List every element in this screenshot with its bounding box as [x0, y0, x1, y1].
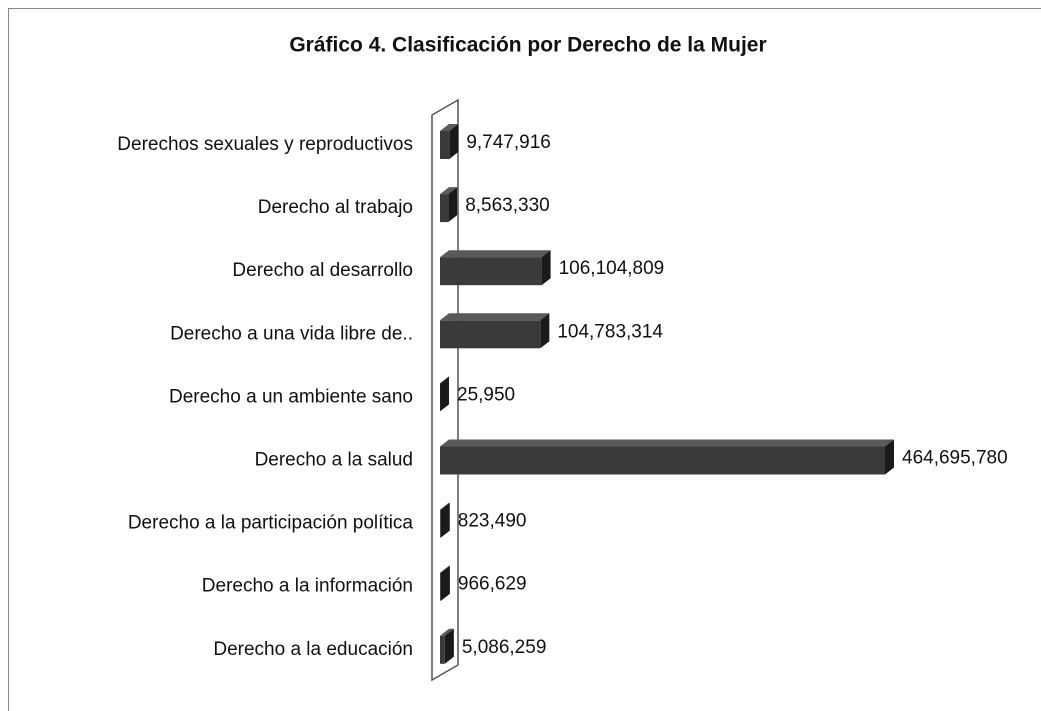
y-tick-label: Derecho a una vida libre de..	[170, 323, 413, 344]
bar	[440, 257, 542, 286]
data-label: 25,950	[457, 384, 515, 405]
bar-side	[440, 565, 450, 601]
bar	[440, 635, 445, 664]
bar-side	[540, 313, 550, 349]
bar-side	[444, 628, 454, 664]
data-label: 104,783,314	[557, 321, 663, 342]
bar-top	[440, 376, 450, 384]
bar-side	[448, 187, 458, 223]
bar	[440, 320, 541, 349]
bar-top	[440, 313, 550, 321]
bar-top	[440, 250, 551, 258]
bar-side	[541, 250, 551, 286]
y-tick-label: Derecho al desarrollo	[232, 260, 413, 281]
y-tick-label: Derecho a la participación política	[128, 513, 414, 534]
y-tick-label: Derecho a la salud	[255, 450, 413, 471]
data-label: 464,695,780	[902, 448, 1008, 469]
bar	[440, 446, 885, 475]
bar-top	[440, 187, 458, 195]
y-tick-label: Derecho a un ambiente sano	[169, 386, 413, 407]
bar-top	[440, 502, 450, 510]
y-tick-label: Derecho al trabajo	[258, 197, 413, 218]
data-label: 8,563,330	[465, 195, 550, 216]
chart-title: Gráfico 4. Clasificación por Derecho de …	[289, 34, 766, 57]
data-label: 823,490	[458, 511, 527, 532]
bar-side	[885, 439, 894, 475]
bar	[440, 572, 441, 601]
data-label: 966,629	[458, 574, 527, 595]
bar-side	[449, 124, 459, 159]
bar	[440, 509, 441, 538]
y-tick-label: Derecho a la educación	[213, 639, 413, 660]
bar-top	[440, 565, 450, 573]
y-tick-label: Derecho a la información	[202, 576, 413, 597]
bar-side	[440, 376, 450, 412]
data-label: 5,086,259	[462, 637, 547, 658]
bar-top	[440, 439, 894, 447]
data-label: 106,104,809	[559, 258, 665, 279]
bar-side	[440, 502, 450, 538]
bar-top	[440, 124, 459, 131]
y-tick-label: Derechos sexuales y reproductivos	[117, 134, 413, 155]
bar-top	[440, 628, 454, 636]
chart-frame	[8, 8, 1041, 711]
bar	[440, 131, 450, 159]
bar	[440, 194, 449, 223]
data-label: 9,747,916	[466, 132, 551, 153]
